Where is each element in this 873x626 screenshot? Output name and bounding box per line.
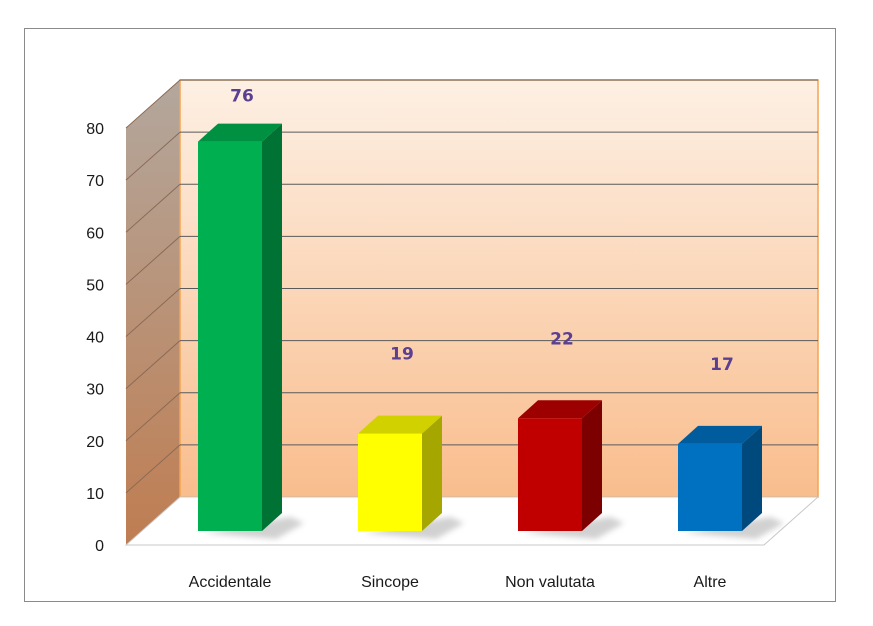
gridline-side <box>125 288 181 337</box>
gridline-side <box>125 340 181 389</box>
y-tick-label: 40 <box>86 330 104 347</box>
bar-top <box>198 123 282 142</box>
bar-top <box>358 415 442 434</box>
bar-non-valutata <box>518 418 582 531</box>
y-tick-label: 0 <box>95 538 104 555</box>
gridline-side <box>125 236 181 285</box>
x-tick-label: Accidentale <box>189 574 272 591</box>
x-tick-label: Altre <box>694 574 727 591</box>
gridline-side <box>125 183 181 233</box>
bar-accidentale <box>198 141 262 532</box>
gridline-side <box>125 444 181 494</box>
data-label: 19 <box>390 345 414 365</box>
y-tick-label: 30 <box>86 382 104 399</box>
y-tick-label: 80 <box>86 121 104 138</box>
bar-sincope <box>358 433 422 531</box>
floor <box>124 496 820 546</box>
bar-top <box>678 425 762 444</box>
bar-side <box>582 400 602 531</box>
data-label: 76 <box>230 87 254 107</box>
data-label: 22 <box>550 329 574 349</box>
y-tick-label: 60 <box>86 225 104 242</box>
y-tick-label: 20 <box>86 434 104 451</box>
y-tick-label: 50 <box>86 277 104 294</box>
gridline-side <box>125 392 181 442</box>
x-tick-label: Non valutata <box>505 574 595 591</box>
data-label: 17 <box>710 355 734 375</box>
gridline-side <box>125 131 181 181</box>
bar-side <box>742 425 762 531</box>
y-tick-label: 70 <box>86 173 104 190</box>
bar-altre <box>678 443 742 531</box>
bar-top <box>518 400 602 419</box>
y-tick-label: 10 <box>86 486 104 503</box>
bar-side <box>262 123 282 532</box>
bar-side <box>422 415 442 531</box>
x-tick-label: Sincope <box>361 574 419 591</box>
gridline-side <box>125 79 181 129</box>
